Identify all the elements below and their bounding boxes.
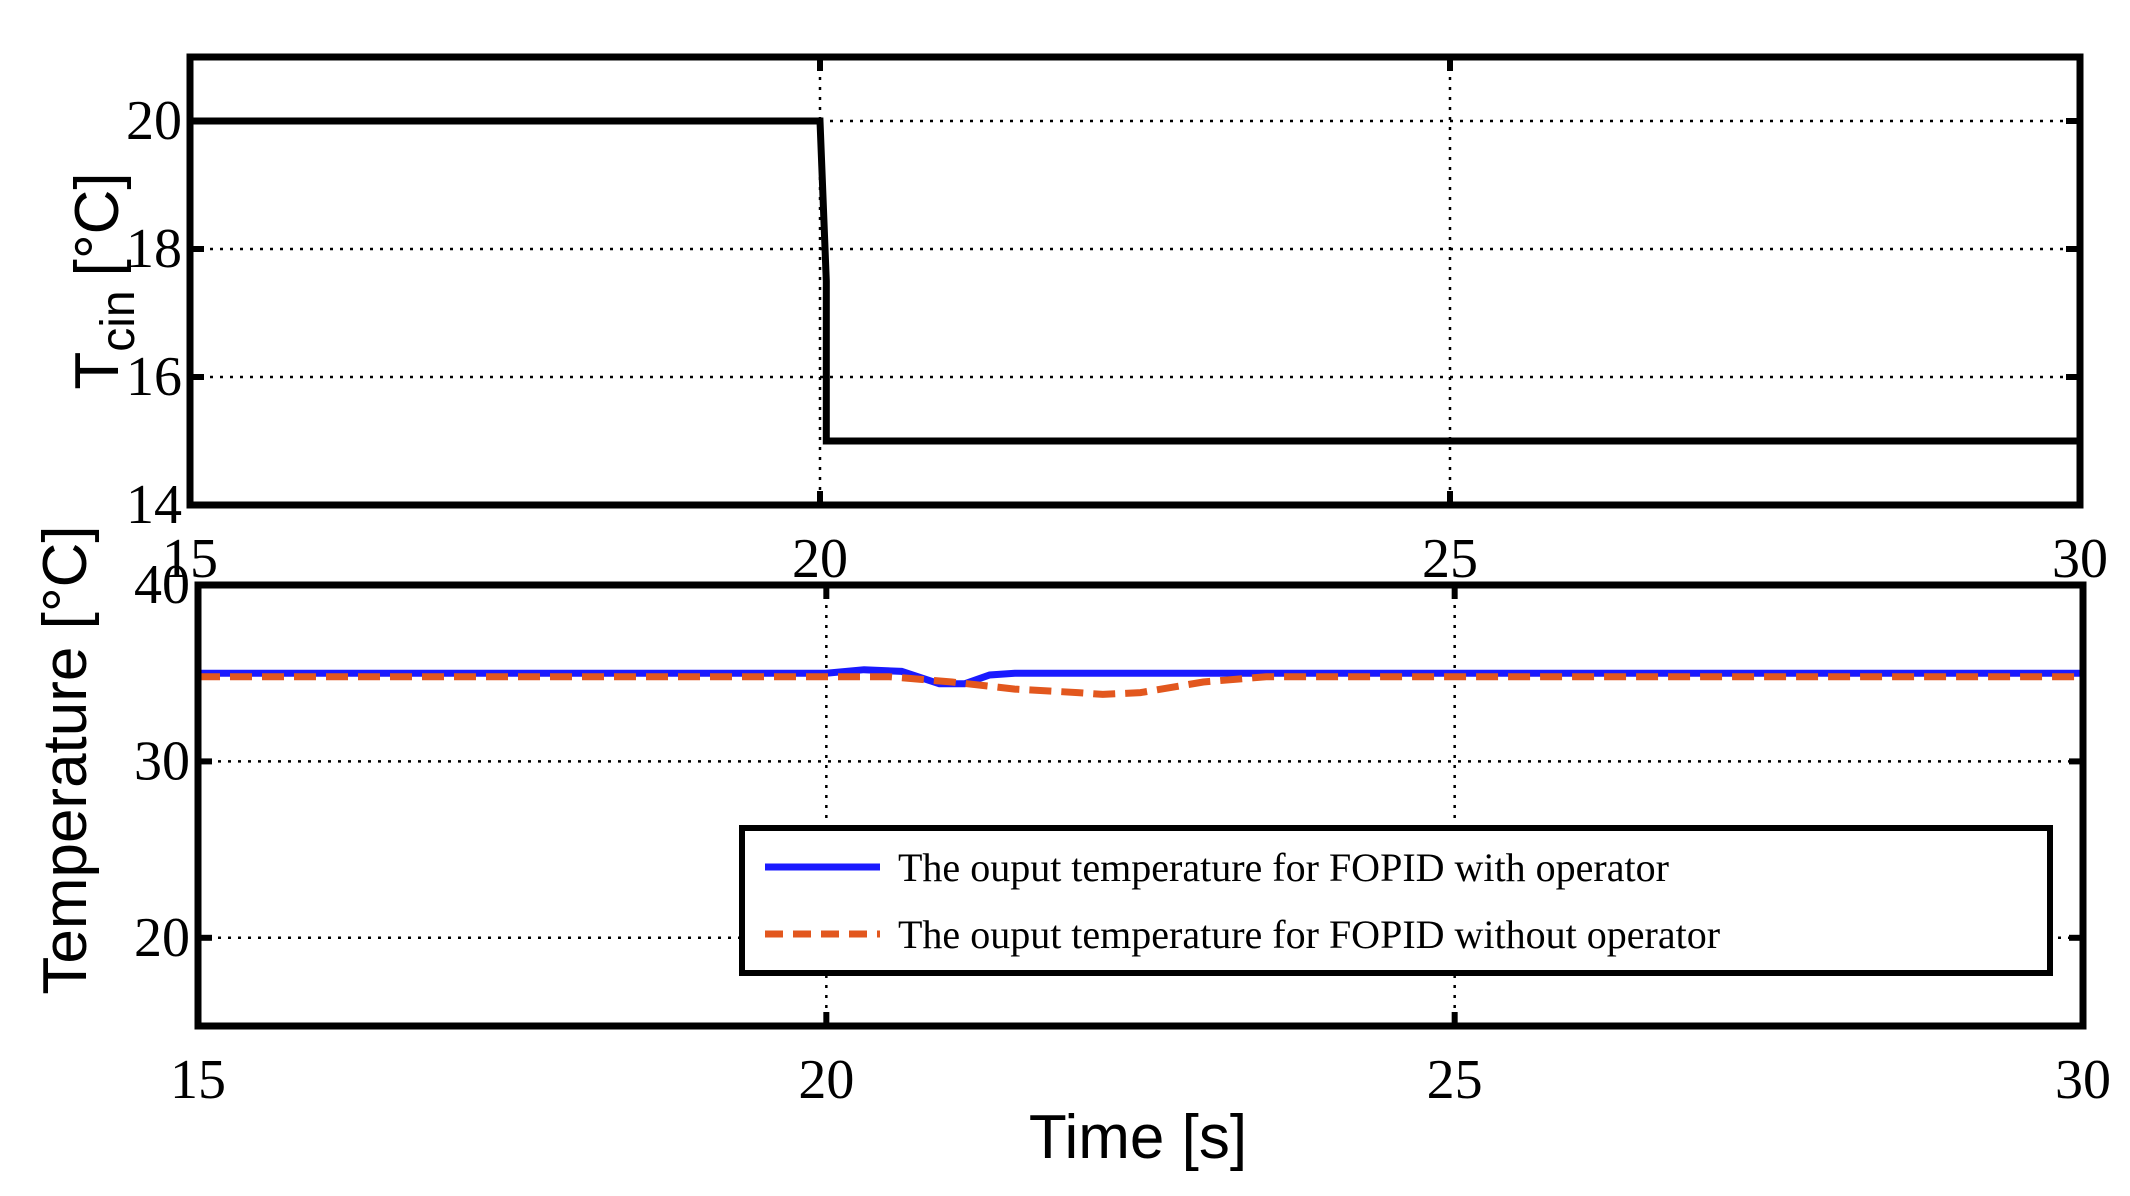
x-tick-label: 25: [1422, 528, 1478, 590]
series-line-0: [190, 117, 2080, 445]
bottom-axes-frame: [194, 581, 2087, 1030]
legend-box: [739, 825, 2053, 976]
x-tick-label: 30: [2055, 1049, 2111, 1111]
x-tick-label: 15: [170, 1049, 226, 1111]
bottom-series: [198, 666, 2083, 698]
y-tick-label: 16: [126, 346, 182, 408]
x-tick-label: 15: [162, 528, 218, 590]
y-tick-label: 14: [126, 474, 182, 536]
legend: The ouput temperature for FOPID with ope…: [739, 825, 2053, 976]
top-y-axis-label: Tcin[°C]: [63, 172, 145, 389]
y-tick-label: 40: [134, 554, 190, 616]
series-line-1: [198, 673, 2083, 698]
legend-label-without-operator: The ouput temperature for FOPID without …: [898, 912, 1720, 957]
x-tick-label: 20: [798, 1049, 854, 1111]
top-axes-frame: [186, 53, 2084, 509]
bottom-ticks: 15 20 25 30 20 30 40: [134, 554, 2111, 1111]
x-tick-label: 30: [2052, 528, 2108, 590]
bottom-y-axis-label: Temperature [°C]: [31, 525, 100, 994]
legend-label-with-operator: The ouput temperature for FOPID with ope…: [898, 845, 1669, 890]
x-tick-label: 25: [1427, 1049, 1483, 1111]
top-panel: 15 20 25 30 14 16 18 20 Tcin[°C]: [63, 53, 2108, 590]
top-ticks: 15 20 25 30 14 16 18 20: [126, 57, 2108, 590]
y-tick-label: 18: [126, 218, 182, 280]
top-series: [190, 117, 2080, 445]
y-tick-label: 30: [134, 730, 190, 792]
series-line-0: [198, 666, 2083, 688]
bottom-x-axis-label: Time [s]: [1029, 1103, 1247, 1172]
y-tick-label: 20: [134, 907, 190, 969]
x-tick-label: 20: [792, 528, 848, 590]
bottom-panel: 15 20 25 30 20 30 40 Temperature [°C] Time [s]…: [31, 525, 2111, 1172]
y-tick-label: 20: [126, 90, 182, 152]
